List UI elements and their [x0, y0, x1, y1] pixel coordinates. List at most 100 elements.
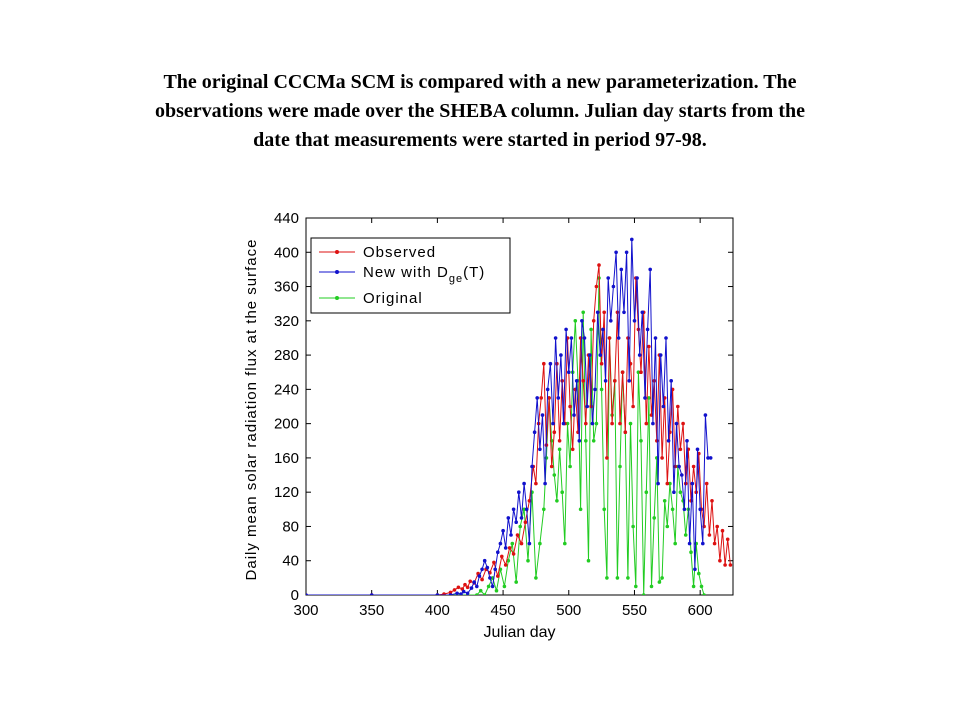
data-point-new-with-d	[306, 593, 308, 595]
data-point-original	[494, 588, 499, 593]
data-point-new-with-d	[708, 456, 713, 460]
data-point-new-with-d	[603, 379, 608, 383]
data-point-observed	[448, 590, 453, 595]
data-point-new-with-d	[590, 421, 595, 426]
data-point-original	[522, 507, 526, 512]
data-point-new-with-d	[674, 421, 679, 426]
data-point-observed	[534, 481, 538, 486]
data-point-observed	[710, 499, 714, 503]
data-point-original	[660, 576, 664, 580]
data-point-original	[668, 481, 672, 486]
data-point-new-with-d	[606, 276, 610, 280]
y-tick-label: 280	[274, 347, 299, 364]
data-point-original	[649, 584, 654, 589]
data-point-observed	[660, 456, 664, 460]
data-point-new-with-d	[469, 586, 474, 590]
data-point-new-with-d	[561, 421, 566, 426]
data-point-new-with-d	[687, 541, 692, 546]
data-point-new-with-d	[540, 413, 545, 417]
data-point-observed	[725, 537, 730, 542]
data-point-original	[665, 524, 670, 529]
data-point-original	[526, 558, 530, 563]
data-point-new-with-d	[593, 387, 597, 392]
data-point-original	[678, 490, 683, 495]
x-tick-label: 450	[491, 602, 516, 619]
data-point-original	[578, 507, 583, 512]
data-point-new-with-d	[635, 276, 639, 280]
data-point-original	[670, 507, 675, 512]
data-point-original	[568, 464, 572, 469]
y-tick-label: 40	[282, 553, 299, 570]
data-point-observed	[507, 546, 512, 550]
data-point-original	[534, 576, 538, 580]
series-new-with-d	[306, 237, 713, 595]
data-point-observed	[519, 541, 524, 546]
data-point-new-with-d	[664, 336, 668, 340]
data-point-observed	[549, 464, 554, 469]
data-point-new-with-d	[501, 528, 505, 533]
data-point-new-with-d	[677, 464, 681, 469]
data-point-original	[565, 421, 570, 426]
data-point-new-with-d	[695, 447, 700, 452]
data-point-observed	[463, 582, 467, 587]
data-point-new-with-d	[435, 593, 440, 595]
data-point-observed	[712, 541, 717, 546]
data-point-new-with-d	[475, 584, 479, 589]
data-point-new-with-d	[701, 541, 705, 546]
data-point-original	[518, 524, 522, 529]
data-point-observed	[631, 404, 635, 409]
legend-marker-new-with-d	[335, 270, 339, 274]
data-point-original	[605, 576, 609, 580]
y-tick-label: 360	[274, 279, 299, 296]
data-point-observed	[496, 574, 500, 578]
data-point-new-with-d	[661, 404, 666, 409]
y-tick-label: 400	[274, 244, 299, 261]
data-point-original	[691, 584, 696, 589]
data-point-original	[631, 524, 635, 529]
data-point-new-with-d	[632, 319, 637, 323]
data-point-new-with-d	[455, 591, 459, 595]
data-point-original	[510, 541, 515, 546]
data-point-new-with-d	[559, 353, 563, 357]
data-point-original	[584, 439, 588, 443]
data-point-original	[628, 421, 633, 426]
data-point-new-with-d	[514, 520, 518, 524]
data-point-original	[626, 576, 630, 580]
data-point-original	[689, 550, 693, 554]
data-point-original	[475, 593, 479, 595]
data-point-original	[699, 584, 704, 589]
data-point-original	[482, 593, 487, 595]
data-point-new-with-d	[630, 237, 634, 242]
data-point-observed	[704, 481, 709, 486]
data-point-new-with-d	[564, 327, 568, 332]
data-point-new-with-d	[490, 584, 495, 589]
data-point-original	[586, 558, 591, 563]
data-point-observed	[452, 588, 457, 592]
legend-box	[310, 237, 511, 314]
data-point-new-with-d	[598, 353, 603, 357]
data-point-observed	[602, 310, 606, 315]
data-point-observed	[468, 579, 473, 584]
data-point-original	[641, 593, 646, 595]
data-point-original	[697, 571, 701, 576]
data-point-new-with-d	[465, 591, 470, 595]
data-point-observed	[547, 396, 551, 400]
data-point-original	[581, 310, 585, 315]
y-tick-label: 0	[291, 587, 299, 604]
data-point-new-with-d	[488, 576, 492, 580]
data-point-new-with-d	[622, 310, 626, 315]
data-point-original	[594, 421, 599, 426]
x-tick-label: 600	[688, 602, 713, 619]
data-point-new-with-d	[637, 353, 642, 357]
data-point-original	[542, 507, 546, 512]
data-point-new-with-d	[509, 533, 513, 537]
data-point-observed	[480, 577, 484, 582]
data-point-new-with-d	[609, 319, 613, 323]
data-point-original	[502, 584, 507, 589]
data-point-observed	[542, 361, 546, 366]
y-axis-label: Daily mean solar radiation flux at the s…	[243, 239, 260, 581]
data-point-new-with-d	[480, 567, 484, 572]
data-point-new-with-d	[614, 250, 618, 255]
data-point-new-with-d	[472, 580, 477, 584]
